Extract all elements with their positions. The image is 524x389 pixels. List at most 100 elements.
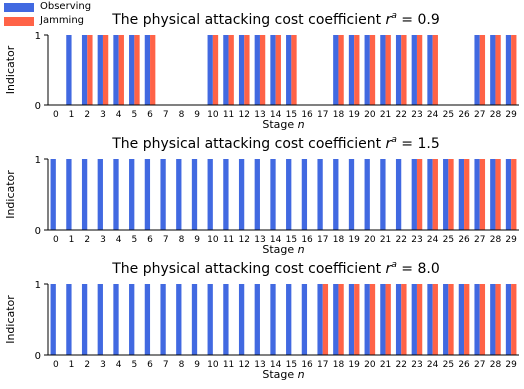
x-tick-label: 29 bbox=[505, 235, 517, 245]
bar-observing-stage-3 bbox=[97, 284, 103, 355]
x-tick-label: 1 bbox=[69, 360, 75, 370]
x-axis-label: Stage n bbox=[262, 243, 304, 256]
x-tick-label: 29 bbox=[505, 110, 517, 120]
x-tick-label: 10 bbox=[207, 235, 219, 245]
bar-observing-stage-29 bbox=[505, 35, 512, 105]
bar-jamming-stage-14 bbox=[275, 35, 281, 105]
x-tick-label: 15 bbox=[286, 235, 297, 245]
bar-observing-stage-24 bbox=[427, 159, 433, 230]
legend-item-jamming: Jamming bbox=[0, 14, 91, 28]
x-tick-label: 27 bbox=[474, 110, 485, 120]
bar-observing-stage-12 bbox=[238, 159, 245, 230]
x-tick-label: 2 bbox=[84, 110, 90, 120]
x-tick-label: 28 bbox=[490, 110, 502, 120]
bar-jamming-stage-2 bbox=[87, 35, 93, 105]
y-tick-label: 0 bbox=[35, 351, 41, 362]
x-tick-label: 28 bbox=[490, 235, 502, 245]
bar-observing-stage-4 bbox=[113, 159, 119, 230]
legend-label-observing: Observing bbox=[40, 1, 92, 12]
bar-observing-stage-1 bbox=[66, 284, 72, 355]
bar-observing-stage-0 bbox=[50, 284, 56, 355]
x-tick-label: 10 bbox=[207, 110, 219, 120]
bar-observing-stage-6 bbox=[144, 35, 151, 105]
bar-observing-stage-28 bbox=[490, 159, 496, 230]
bar-observing-stage-10 bbox=[207, 35, 213, 105]
bar-jamming-stage-17 bbox=[322, 284, 329, 355]
bar-observing-stage-9 bbox=[191, 284, 198, 355]
legend-item-observing: Observing bbox=[0, 0, 91, 14]
bar-observing-stage-29 bbox=[505, 159, 512, 230]
bar-observing-stage-17 bbox=[317, 159, 323, 230]
bar-observing-stage-15 bbox=[286, 284, 292, 355]
x-tick-label: 0 bbox=[53, 360, 59, 370]
x-tick-label: 18 bbox=[333, 235, 345, 245]
x-tick-label: 28 bbox=[490, 360, 502, 370]
x-tick-label: 18 bbox=[333, 360, 345, 370]
bar-jamming-stage-18 bbox=[338, 284, 344, 355]
bar-observing-stage-1 bbox=[66, 159, 72, 230]
bar-jamming-stage-23 bbox=[416, 35, 423, 105]
bar-observing-stage-21 bbox=[380, 284, 386, 355]
x-tick-label: 2 bbox=[84, 360, 90, 370]
x-tick-label: 9 bbox=[194, 360, 200, 370]
y-axis-label: Indicator bbox=[4, 170, 17, 219]
bar-observing-stage-24 bbox=[427, 35, 433, 105]
bar-jamming-stage-19 bbox=[354, 284, 360, 355]
x-tick-label: 21 bbox=[380, 235, 391, 245]
x-tick-label: 22 bbox=[396, 235, 407, 245]
bar-observing-stage-4 bbox=[113, 35, 119, 105]
bar-jamming-stage-26 bbox=[464, 159, 470, 230]
bar-jamming-stage-5 bbox=[134, 35, 140, 105]
bar-observing-stage-27 bbox=[474, 159, 480, 230]
x-tick-label: 1 bbox=[69, 235, 75, 245]
bar-observing-stage-13 bbox=[254, 35, 260, 105]
chart-panel-3: 010 1 2 3 4 5 6 7 8 9 10 11 12 13 14 15 16 17 18 19 20 21 22 23… bbox=[4, 260, 519, 381]
x-tick-label: 13 bbox=[254, 235, 265, 245]
bar-observing-stage-11 bbox=[223, 159, 229, 230]
x-tick-label: 7 bbox=[163, 360, 169, 370]
x-tick-label: 16 bbox=[301, 235, 313, 245]
bar-observing-stage-7 bbox=[160, 159, 166, 230]
bar-observing-stage-1 bbox=[66, 35, 72, 105]
x-tick-label: 17 bbox=[317, 360, 328, 370]
bar-jamming-stage-27 bbox=[479, 35, 486, 105]
x-tick-label: 14 bbox=[270, 360, 282, 370]
y-tick-label: 1 bbox=[35, 31, 41, 42]
bar-jamming-stage-27 bbox=[479, 159, 486, 230]
bar-observing-stage-13 bbox=[254, 159, 260, 230]
x-tick-label: 12 bbox=[239, 360, 250, 370]
bar-observing-stage-7 bbox=[160, 284, 166, 355]
x-tick-label: 8 bbox=[179, 360, 185, 370]
x-tick-label: 9 bbox=[194, 235, 200, 245]
x-tick-label: 24 bbox=[427, 235, 439, 245]
bar-jamming-stage-25 bbox=[448, 159, 454, 230]
chart-panel-1: 010 1 2 3 4 5 6 7 8 9 10 11 12 13 14 15 16 17 18 19 20 21 22 23… bbox=[4, 11, 519, 131]
x-tick-label: 15 bbox=[286, 360, 297, 370]
x-tick-label: 11 bbox=[223, 235, 234, 245]
bar-jamming-stage-20 bbox=[369, 284, 376, 355]
bar-observing-stage-14 bbox=[270, 284, 276, 355]
x-tick-label: 26 bbox=[458, 235, 470, 245]
x-tick-label: 25 bbox=[443, 235, 454, 245]
bar-observing-stage-23 bbox=[411, 159, 417, 230]
bar-observing-stage-18 bbox=[333, 284, 339, 355]
y-tick-label: 1 bbox=[35, 155, 41, 166]
bar-jamming-stage-24 bbox=[432, 284, 438, 355]
bar-observing-stage-21 bbox=[380, 35, 386, 105]
x-tick-label: 6 bbox=[147, 110, 153, 120]
y-tick-label: 0 bbox=[35, 101, 41, 112]
bar-observing-stage-12 bbox=[238, 284, 245, 355]
bar-observing-stage-26 bbox=[458, 284, 465, 355]
legend-swatch-observing bbox=[4, 2, 34, 12]
bar-observing-stage-27 bbox=[474, 35, 480, 105]
bar-observing-stage-26 bbox=[458, 159, 465, 230]
x-tick-label: 13 bbox=[254, 110, 265, 120]
x-tick-label: 24 bbox=[427, 360, 439, 370]
bar-observing-stage-6 bbox=[144, 284, 151, 355]
x-tick-label: 3 bbox=[100, 360, 106, 370]
bar-observing-stage-5 bbox=[129, 159, 135, 230]
chart-title: The physical attacking cost coefficient … bbox=[111, 11, 439, 28]
x-tick-label: 27 bbox=[474, 235, 485, 245]
bar-observing-stage-22 bbox=[395, 35, 402, 105]
